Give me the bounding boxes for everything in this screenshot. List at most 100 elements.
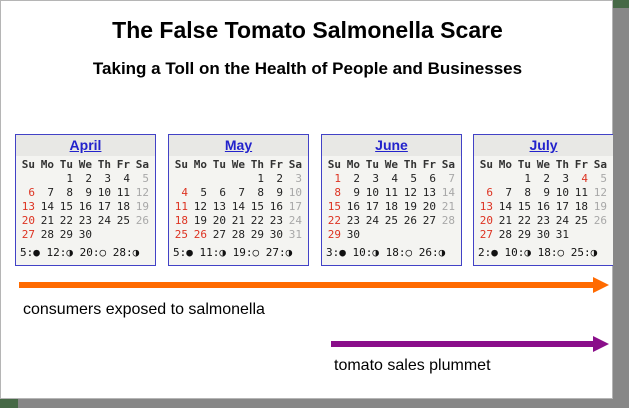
date-cell: 25 bbox=[574, 214, 588, 227]
date-cell: 10 bbox=[365, 186, 379, 199]
month-link-april[interactable]: April bbox=[16, 135, 155, 156]
moon-phase-line: 5:● 11:◑ 19:○ 27:◑ bbox=[173, 246, 293, 259]
date-cell: 5 bbox=[600, 172, 607, 185]
day-header-row: Su Mo Tu We Th Fr Sa bbox=[19, 158, 153, 172]
date-cell bbox=[133, 228, 152, 242]
date-cell bbox=[19, 172, 38, 186]
date-cell: 25 bbox=[384, 214, 398, 227]
date-cell: 19 bbox=[135, 200, 149, 213]
date-cell bbox=[382, 228, 401, 242]
date-cell bbox=[38, 172, 57, 186]
date-cell: 11 bbox=[174, 200, 188, 213]
date-cell: 5 bbox=[142, 172, 149, 185]
date-cell: 14 bbox=[498, 200, 512, 213]
date-cell: 13 bbox=[422, 186, 436, 199]
date-cell: 5 bbox=[200, 186, 207, 199]
date-cell bbox=[363, 228, 382, 242]
date-cell: 4 bbox=[123, 172, 130, 185]
date-cell: 21 bbox=[441, 200, 455, 213]
slide-shadow-bottom bbox=[18, 399, 629, 408]
date-cell bbox=[591, 228, 610, 242]
date-cell: 24 bbox=[365, 214, 379, 227]
moon-phase-line: 5:● 12:◑ 20:○ 28:◑ bbox=[20, 246, 140, 259]
date-cell: 22 bbox=[250, 214, 264, 227]
date-cell: 10 bbox=[97, 186, 111, 199]
moon-phase-line: 2:● 10:◑ 18:○ 25:◑ bbox=[478, 246, 598, 259]
date-cell: 30 bbox=[536, 228, 550, 241]
date-cell: 7 bbox=[505, 186, 512, 199]
moon-phase-line: 3:● 10:◑ 18:○ 26:◑ bbox=[326, 246, 446, 259]
day-header-row: Su Mo Tu We Th Fr Sa bbox=[172, 158, 306, 172]
date-cell: 20 bbox=[212, 214, 226, 227]
month-link-may[interactable]: May bbox=[169, 135, 308, 156]
date-cell: 4 bbox=[181, 186, 188, 199]
exposure-arrow-head-icon bbox=[593, 277, 609, 293]
calendar-grid: Su Mo Tu We Th Fr Sa 1 2 3 4 5 6 7 8 9 10 11 12 13 14 15 16 17 1… bbox=[322, 156, 461, 242]
date-cell: 17 bbox=[288, 200, 302, 213]
date-cell bbox=[191, 172, 210, 186]
date-cell: 13 bbox=[212, 200, 226, 213]
calendar-april: April Su Mo Tu We Th Fr Sa 1 2 3 4 5 6 7 8 9 10 11 12 13 14 1… bbox=[15, 134, 156, 266]
month-link-june[interactable]: June bbox=[322, 135, 461, 156]
day-header-cell: Mo bbox=[346, 158, 360, 171]
day-header-cell: Mo bbox=[193, 158, 207, 171]
day-header-cell: We bbox=[536, 158, 550, 171]
date-cell: 3 bbox=[372, 172, 379, 185]
date-cell: 26 bbox=[593, 214, 607, 227]
sales-arrow bbox=[331, 336, 609, 352]
date-cell: 2 bbox=[85, 172, 92, 185]
date-cell bbox=[172, 172, 191, 186]
date-cell: 11 bbox=[384, 186, 398, 199]
date-cell: 31 bbox=[288, 228, 302, 241]
week-row: 29 30 bbox=[325, 228, 459, 242]
day-header-cell: Tu bbox=[517, 158, 531, 171]
day-header-cell: Th bbox=[555, 158, 569, 171]
date-cell: 27 bbox=[21, 228, 35, 241]
date-cell: 22 bbox=[517, 214, 531, 227]
date-cell: 24 bbox=[288, 214, 302, 227]
date-cell: 2 bbox=[276, 172, 283, 185]
day-header-cell: We bbox=[231, 158, 245, 171]
date-cell: 11 bbox=[116, 186, 130, 199]
date-cell: 1 bbox=[334, 172, 341, 185]
date-cell: 7 bbox=[448, 172, 455, 185]
date-cell: 3 bbox=[104, 172, 111, 185]
date-cell: 16 bbox=[269, 200, 283, 213]
month-link-july[interactable]: July bbox=[474, 135, 613, 156]
calendar-july: July Su Mo Tu We Th Fr Sa 1 2 3 4 5 6 7 8 9 10 11 12 13 14 15… bbox=[473, 134, 614, 266]
exposure-arrow-shaft bbox=[19, 282, 595, 288]
week-row: 27 28 29 30 bbox=[19, 228, 153, 242]
sales-arrow-head-icon bbox=[593, 336, 609, 352]
week-row: 22 23 24 25 26 27 28 bbox=[325, 214, 459, 228]
week-row: 13 14 15 16 17 18 19 bbox=[19, 200, 153, 214]
day-header-cell: Fr bbox=[574, 158, 588, 171]
date-cell: 8 bbox=[524, 186, 531, 199]
week-row: 4 5 6 7 8 9 10 bbox=[172, 186, 306, 200]
date-cell: 10 bbox=[288, 186, 302, 199]
date-cell: 6 bbox=[28, 186, 35, 199]
date-cell: 9 bbox=[85, 186, 92, 199]
date-cell: 14 bbox=[231, 200, 245, 213]
calendar-grid: Su Mo Tu We Th Fr Sa 1 2 3 4 5 6 7 8 9 10 11 12 13 14 15 16 17 1… bbox=[16, 156, 155, 242]
week-row: 6 7 8 9 10 11 12 bbox=[19, 186, 153, 200]
date-cell: 29 bbox=[517, 228, 531, 241]
date-cell: 6 bbox=[219, 186, 226, 199]
date-cell: 2 bbox=[353, 172, 360, 185]
date-cell: 20 bbox=[479, 214, 493, 227]
date-cell: 21 bbox=[40, 214, 54, 227]
calendar-grid: Su Mo Tu We Th Fr Sa 1 2 3 4 5 6 7 8 9 10 11 12 13 14 15 16 17 1… bbox=[474, 156, 613, 242]
date-cell: 16 bbox=[536, 200, 550, 213]
date-cell: 26 bbox=[135, 214, 149, 227]
day-header-cell: Su bbox=[327, 158, 341, 171]
date-cell: 17 bbox=[555, 200, 569, 213]
date-cell bbox=[439, 228, 458, 242]
date-cell: 29 bbox=[59, 228, 73, 241]
week-row: 11 12 13 14 15 16 17 bbox=[172, 200, 306, 214]
date-cell: 18 bbox=[174, 214, 188, 227]
date-cell: 3 bbox=[295, 172, 302, 185]
date-cell: 9 bbox=[543, 186, 550, 199]
day-header-cell: Tu bbox=[365, 158, 379, 171]
day-header-cell: Tu bbox=[59, 158, 73, 171]
